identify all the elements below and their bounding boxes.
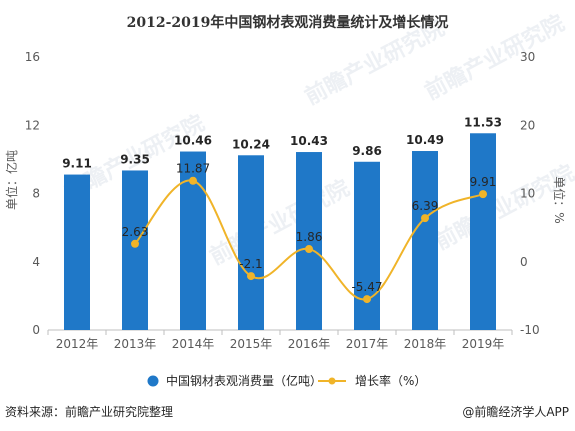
chart-title: 2012-2019年中国钢材表观消费量统计及增长情况 <box>127 14 449 31</box>
growth-rate-point <box>421 214 429 223</box>
bar-value-label: 9.11 <box>62 157 92 171</box>
x-tick-label: 2015年 <box>230 337 273 351</box>
right-tick-label: -10 <box>520 323 540 337</box>
bar-value-label: 9.35 <box>120 152 150 166</box>
right-tick-label: 30 <box>520 50 535 64</box>
source-note: 资料来源：前瞻产业研究院整理 <box>5 404 173 419</box>
bar <box>238 155 264 330</box>
growth-rate-point <box>363 295 371 304</box>
bar-value-label: 9.86 <box>352 144 382 158</box>
x-tick-label: 2016年 <box>288 337 331 351</box>
growth-rate-point <box>247 272 255 281</box>
growth-rate-label: 6.39 <box>412 199 439 213</box>
growth-rate-point <box>189 176 197 185</box>
right-tick-label: 0 <box>520 255 528 269</box>
legend-line-dot <box>328 377 336 385</box>
left-y-axis: 0 4 8 12 16 <box>25 50 40 337</box>
growth-rate-point <box>479 190 487 199</box>
bar-value-label: 10.49 <box>406 133 444 147</box>
x-tick-label: 2019年 <box>462 337 505 351</box>
right-axis-label: 单位：% <box>552 176 567 223</box>
right-y-axis: -10 0 10 20 30 <box>520 50 540 337</box>
bar-value-label: 10.46 <box>174 134 212 148</box>
legend-line-label: 增长率（%） <box>355 373 426 388</box>
x-tick-label: 2013年 <box>114 337 157 351</box>
growth-rate-label: -2.1 <box>239 257 262 271</box>
right-tick-label: 10 <box>520 187 535 201</box>
bar <box>296 152 322 330</box>
bar-series: 9.11 9.35 10.46 10.24 10.43 9.86 10.49 11.53 <box>62 115 502 330</box>
x-tick-label: 2014年 <box>172 337 215 351</box>
x-axis-ticks: 2012年 2013年 2014年 2015年 2016年 2017年 2018年 2019年 <box>47 330 513 351</box>
bar <box>412 151 438 330</box>
brand-credit: @前瞻经济学人APP <box>462 404 569 419</box>
x-tick-label: 2018年 <box>404 337 447 351</box>
bar <box>354 161 380 330</box>
x-tick-label: 2012年 <box>56 337 99 351</box>
growth-rate-point <box>305 245 313 254</box>
left-axis-label: 单位：亿吨 <box>4 150 19 210</box>
left-tick-label: 0 <box>32 323 40 337</box>
left-tick-label: 8 <box>32 187 40 201</box>
bar <box>122 170 148 330</box>
growth-rate-label: 1.86 <box>296 230 323 244</box>
growth-rate-label: -5.47 <box>351 280 382 294</box>
left-tick-label: 16 <box>25 50 40 64</box>
bar <box>470 133 496 330</box>
legend-bar-marker <box>147 375 159 387</box>
right-tick-label: 20 <box>520 118 535 132</box>
bar-value-label: 10.24 <box>232 137 270 151</box>
legend: 中国钢材表观消费量（亿吨） 增长率（%） <box>147 373 426 388</box>
bar-value-label: 10.43 <box>290 134 328 148</box>
legend-bar-label: 中国钢材表观消费量（亿吨） <box>166 373 322 388</box>
left-tick-label: 12 <box>25 118 40 132</box>
x-tick-label: 2017年 <box>346 337 389 351</box>
growth-rate-point <box>131 239 139 248</box>
growth-rate-label: 11.87 <box>176 162 210 176</box>
growth-rate-label: 9.91 <box>470 175 497 189</box>
growth-rate-label: 2.63 <box>122 225 149 239</box>
growth-rate-series: 2.63 11.87 -2.1 1.86 -5.47 6.39 9.91 <box>122 162 497 304</box>
watermark-text-2: 前瞻产业研究院 <box>206 175 354 270</box>
bar <box>64 174 90 330</box>
bar-value-label: 11.53 <box>464 115 502 129</box>
left-tick-label: 4 <box>32 255 40 269</box>
